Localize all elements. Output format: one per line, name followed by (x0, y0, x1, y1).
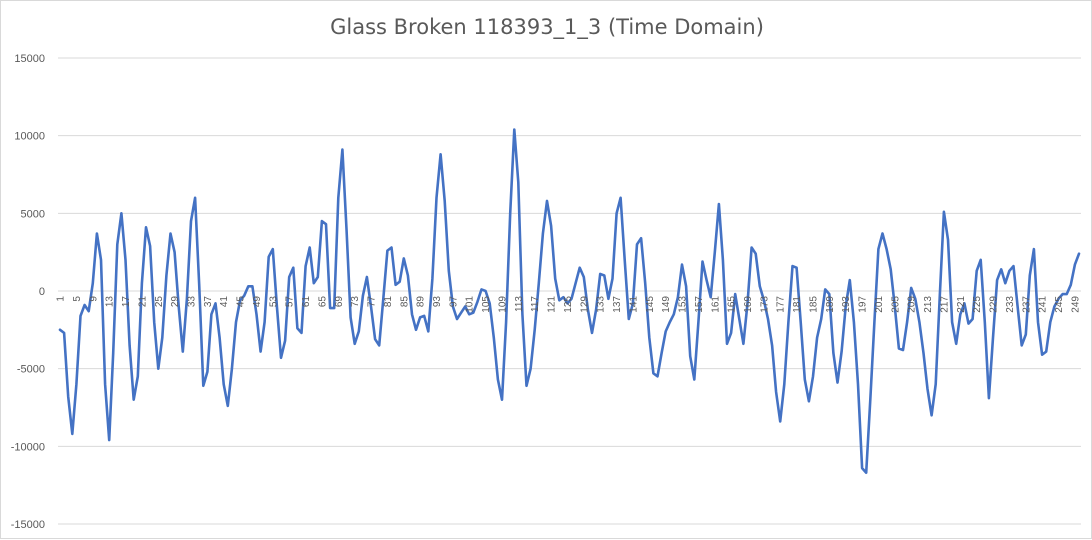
x-tick-label: 113 (514, 296, 525, 312)
x-tick-label: 157 (694, 296, 705, 313)
x-tick-label: 149 (661, 296, 672, 313)
x-tick-label: 5 (72, 296, 83, 302)
x-tick-label: 73 (350, 296, 361, 308)
x-tick-label: 57 (285, 296, 296, 308)
x-tick-label: 117 (530, 296, 541, 312)
x-tick-label: 193 (841, 296, 852, 313)
x-tick-label: 89 (416, 296, 427, 308)
y-tick-label: -10000 (11, 441, 45, 453)
x-tick-label: 165 (727, 296, 738, 313)
x-tick-label: 13 (105, 296, 116, 308)
x-tick-label: 137 (612, 296, 623, 313)
y-tick-label: -15000 (11, 519, 45, 531)
x-tick-label: 169 (743, 296, 754, 313)
x-tick-label: 217 (939, 296, 950, 313)
x-tick-label: 241 (1038, 296, 1049, 313)
x-tick-label: 141 (628, 296, 639, 313)
x-tick-label: 109 (498, 296, 509, 313)
x-tick-label: 121 (547, 296, 558, 313)
x-tick-label: 97 (448, 296, 459, 308)
x-tick-label: 21 (137, 296, 148, 308)
x-tick-label: 85 (399, 296, 410, 308)
x-tick-label: 233 (1005, 296, 1016, 313)
x-tick-label: 29 (170, 296, 181, 308)
x-tick-label: 245 (1054, 296, 1065, 313)
x-tick-label: 53 (268, 296, 279, 308)
x-tick-label: 25 (154, 296, 165, 308)
x-tick-label: 237 (1021, 296, 1032, 313)
x-tick-label: 49 (252, 296, 263, 308)
x-tick-label: 185 (809, 296, 820, 313)
x-tick-label: 189 (825, 296, 836, 313)
x-tick-label: 129 (579, 296, 590, 313)
y-tick-label: 0 (39, 286, 45, 298)
x-tick-label: 173 (759, 296, 770, 313)
x-tick-label: 45 (236, 296, 247, 308)
x-tick-label: 41 (219, 296, 230, 308)
x-tick-label: 37 (203, 296, 214, 308)
x-tick-label: 197 (858, 296, 869, 313)
x-tick-label: 225 (972, 296, 983, 313)
x-tick-label: 133 (596, 296, 607, 313)
x-tick-label: 9 (88, 296, 99, 302)
x-tick-label: 77 (367, 296, 378, 308)
x-tick-label: 229 (989, 296, 1000, 313)
y-tick-label: -5000 (17, 364, 45, 376)
x-tick-label: 221 (956, 296, 967, 313)
x-tick-label: 81 (383, 296, 394, 308)
x-tick-label: 205 (890, 296, 901, 313)
x-tick-label: 249 (1070, 296, 1081, 313)
x-tick-label: 93 (432, 296, 443, 308)
x-tick-label: 177 (776, 296, 787, 313)
x-tick-label: 181 (792, 296, 803, 313)
gridlines (58, 58, 1081, 524)
x-tick-label: 1 (56, 296, 67, 302)
x-tick-label: 209 (907, 296, 918, 313)
x-tick-label: 145 (645, 296, 656, 313)
x-tick-label: 65 (317, 296, 328, 308)
x-tick-label: 17 (121, 296, 132, 308)
y-axis-ticks: 15000 10000 5000 0 -5000 -10000 -15000 (11, 53, 45, 531)
x-tick-label: 161 (710, 296, 721, 313)
x-tick-label: 213 (923, 296, 934, 313)
y-tick-label: 15000 (14, 53, 45, 65)
x-tick-label: 153 (678, 296, 689, 313)
x-tick-label: 125 (563, 296, 574, 313)
x-tick-label: 105 (481, 296, 492, 313)
x-tick-label: 101 (465, 296, 476, 313)
y-tick-label: 10000 (14, 131, 45, 143)
x-tick-label: 61 (301, 296, 312, 308)
y-tick-label: 5000 (21, 208, 45, 220)
x-tick-label: 201 (874, 296, 885, 313)
x-tick-label: 69 (334, 296, 345, 308)
x-tick-label: 33 (187, 296, 198, 308)
